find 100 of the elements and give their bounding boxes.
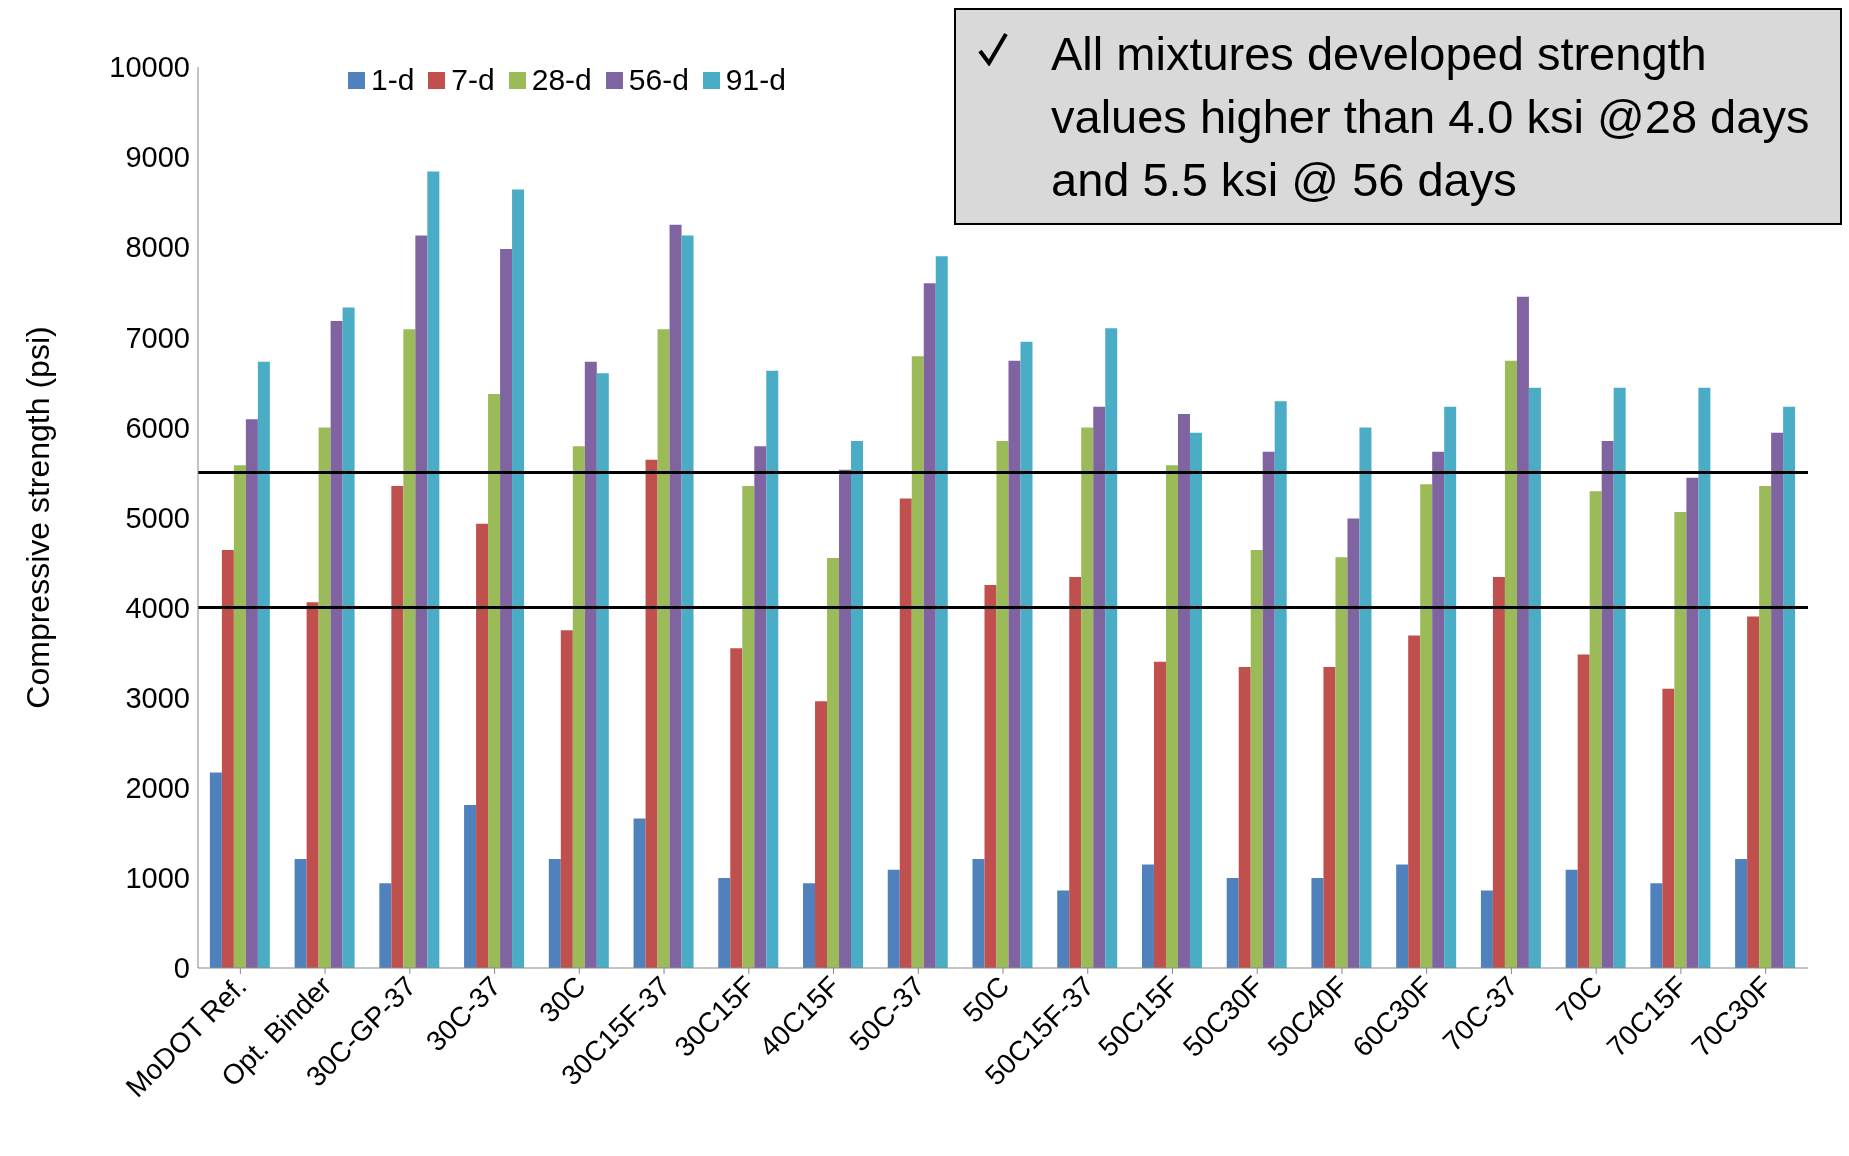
bar <box>1141 864 1154 968</box>
bar <box>1057 890 1070 968</box>
bar <box>245 419 258 968</box>
bar <box>379 883 392 968</box>
bar <box>1093 406 1106 968</box>
bar <box>488 394 501 968</box>
bar <box>935 256 948 968</box>
bar <box>1771 432 1784 968</box>
y-tick-label: 4000 <box>125 591 190 624</box>
bar <box>1577 654 1590 968</box>
bar <box>1528 387 1541 968</box>
bar <box>1105 328 1118 968</box>
bar <box>1565 869 1578 968</box>
bar <box>984 585 997 968</box>
bar <box>1189 432 1202 968</box>
bar <box>1747 616 1760 968</box>
y-tick-label: 10000 <box>109 51 190 84</box>
bar <box>330 321 343 968</box>
bar <box>1335 557 1348 968</box>
bar <box>827 558 840 968</box>
bar <box>1020 341 1033 968</box>
bar <box>1650 883 1663 968</box>
bar <box>803 883 816 968</box>
bar <box>1759 485 1772 968</box>
bar <box>257 361 270 968</box>
bar <box>1674 512 1687 968</box>
bar <box>1613 387 1626 968</box>
bar <box>572 446 585 968</box>
bar <box>851 440 864 968</box>
bar <box>1008 360 1021 968</box>
bar <box>1444 406 1457 968</box>
bar <box>584 361 597 968</box>
bar <box>972 858 985 968</box>
bar <box>221 549 234 968</box>
bar <box>209 772 222 968</box>
bar <box>403 329 416 968</box>
bar <box>1347 518 1360 968</box>
bar <box>1408 635 1421 968</box>
bar <box>899 498 912 968</box>
bar <box>1662 688 1675 968</box>
y-tick-label: 2000 <box>125 772 190 805</box>
bar <box>512 189 525 968</box>
y-tick-label: 9000 <box>125 141 190 174</box>
bar <box>596 373 609 968</box>
bar <box>1783 406 1796 968</box>
bar <box>887 869 900 968</box>
bar <box>815 701 828 968</box>
y-tick-label: 6000 <box>125 411 190 444</box>
bar <box>1165 465 1178 968</box>
y-tick-label: 8000 <box>125 231 190 264</box>
bar <box>1589 491 1602 968</box>
bar <box>476 523 489 968</box>
bar <box>1274 401 1287 968</box>
bar <box>1153 661 1166 968</box>
bar <box>306 602 319 968</box>
legend-label: 28-d <box>531 63 592 97</box>
legend-label: 7-d <box>451 63 495 97</box>
bar <box>1516 296 1529 968</box>
bar <box>1311 877 1324 968</box>
bar <box>1081 427 1094 968</box>
bar <box>1601 440 1614 968</box>
bar <box>657 329 670 968</box>
bar <box>645 459 658 968</box>
bar <box>669 224 682 968</box>
bar <box>996 440 1009 968</box>
bar <box>1504 360 1517 968</box>
bar <box>839 469 852 968</box>
bar <box>548 858 561 968</box>
bar <box>1226 877 1239 968</box>
annotation: All mixtures developed strength values higher than 4.0 ksi @28 days and 5.5 ksi @ 56 days <box>954 8 1842 225</box>
y-tick-label: 1000 <box>125 862 190 895</box>
bar <box>911 356 924 968</box>
bar <box>500 249 513 968</box>
bar <box>766 370 779 968</box>
bar <box>1735 858 1748 968</box>
bar <box>1177 413 1190 968</box>
bar <box>1069 576 1082 968</box>
bar <box>1250 549 1263 968</box>
bar <box>560 630 573 968</box>
bar <box>681 235 694 968</box>
bar <box>318 427 331 968</box>
bar <box>1396 864 1409 968</box>
y-tick-label: 5000 <box>125 501 190 534</box>
bar <box>1480 890 1493 968</box>
legend-label: 56-d <box>628 63 689 97</box>
x-tick-label: 70C <box>1550 970 1609 1029</box>
y-tick-label: 7000 <box>125 321 190 354</box>
bar <box>754 446 767 968</box>
bar <box>464 804 477 968</box>
bar <box>1432 451 1445 968</box>
bar <box>1686 477 1699 968</box>
bar <box>1420 484 1433 968</box>
bar <box>233 465 246 968</box>
y-axis-title: Compressive strength (psi) <box>20 326 57 709</box>
bar <box>633 818 646 968</box>
bar <box>391 485 404 968</box>
legend-label: 91-d <box>725 63 786 97</box>
bar <box>742 485 755 968</box>
bar <box>415 235 428 968</box>
bar <box>923 283 936 968</box>
